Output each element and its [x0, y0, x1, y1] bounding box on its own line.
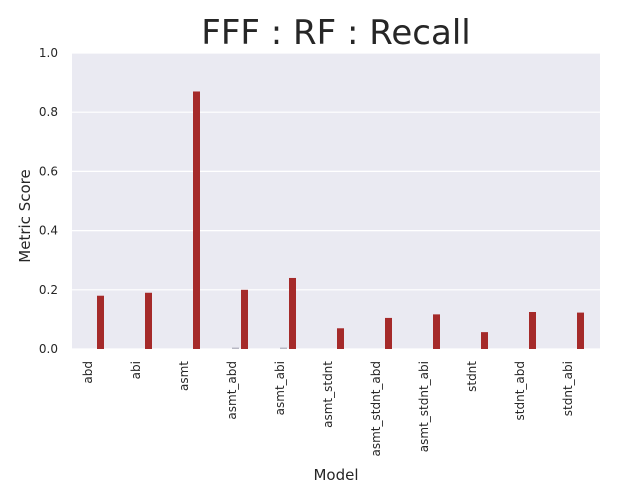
bar-series-2-asmt-stdnt-abd — [385, 317, 392, 349]
chart-title: FFF : RF : Recall — [201, 13, 470, 53]
plot-area — [72, 53, 600, 349]
bar-series-2-asmt-abi — [289, 277, 296, 349]
bar-series-2-abd — [97, 295, 104, 349]
x-tick-label-abd: abd — [81, 361, 95, 384]
bar-series-2-asmt-stdnt-abi — [433, 314, 440, 349]
x-tick-labels: abd abi asmt asmt_abd asmt_abi asmt_stdnt asmt… — [81, 361, 575, 457]
bar-series-2-stdnt-abi — [577, 312, 584, 349]
y-tick-label: 0.6 — [39, 164, 58, 178]
bar-series-2-stdnt — [481, 332, 488, 349]
x-tick-label-asmt: asmt — [177, 361, 191, 391]
y-tick-label: 1.0 — [39, 46, 58, 60]
x-tick-label-asmt-stdnt: asmt_stdnt — [321, 361, 335, 428]
bar-series-1-asmt-abd — [232, 347, 239, 349]
bar-series-1-asmt-abi — [280, 347, 287, 349]
x-tick-label-stdnt-abd: stdnt_abd — [513, 361, 527, 420]
y-tick-label: 0.8 — [39, 105, 58, 119]
bars — [97, 91, 584, 349]
y-tick-labels: 0.0 0.2 0.4 0.6 0.8 1.0 — [39, 46, 58, 356]
bar-series-2-asmt-stdnt — [337, 328, 344, 349]
x-tick-label-asmt-stdnt-abd: asmt_stdnt_abd — [369, 361, 383, 456]
y-tick-label: 0.2 — [39, 283, 58, 297]
bar-series-2-stdnt-abd — [529, 312, 536, 349]
x-tick-label-stdnt: stdnt — [465, 361, 479, 392]
x-axis-label: Model — [313, 466, 358, 484]
x-tick-label-asmt-stdnt-abi: asmt_stdnt_abi — [417, 361, 431, 452]
x-tick-label-asmt-abd: asmt_abd — [225, 361, 239, 420]
y-tick-label: 0.4 — [39, 224, 58, 238]
x-tick-label-asmt-abi: asmt_abi — [273, 361, 287, 415]
bar-series-2-asmt — [193, 91, 200, 349]
bar-series-2-asmt-abd — [241, 289, 248, 349]
x-tick-label-abi: abi — [129, 361, 143, 379]
x-tick-label-stdnt-abi: stdnt_abi — [561, 361, 575, 416]
y-tick-label: 0.0 — [39, 342, 58, 356]
bar-series-2-abi — [145, 292, 152, 349]
grid-lines — [72, 52, 600, 350]
y-axis-label: Metric Score — [16, 169, 34, 262]
